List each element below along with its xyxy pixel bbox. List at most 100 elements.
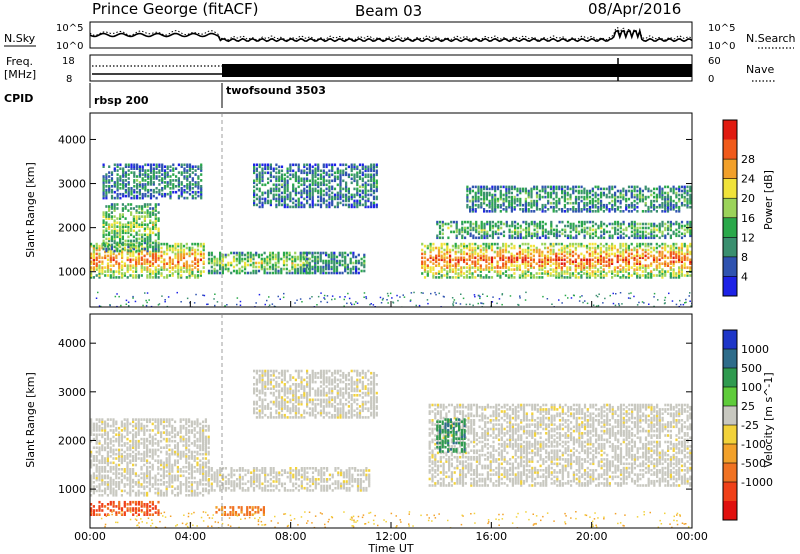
heatmap-cell (314, 163, 317, 167)
heatmap-cell (160, 242, 163, 246)
heatmap-cell (613, 270, 616, 273)
heatmap-cell (238, 255, 241, 259)
heatmap-cell (577, 208, 580, 211)
heatmap-cell (157, 256, 160, 260)
heatmap-cell (608, 210, 611, 213)
heatmap-cell (418, 304, 421, 307)
heatmap-cell (638, 244, 642, 248)
heatmap-cell (490, 268, 494, 271)
heatmap-cell (143, 203, 146, 206)
heatmap-cell (356, 171, 359, 175)
heatmap-cell (375, 183, 378, 187)
heatmap-cell (314, 167, 317, 171)
heatmap-cell (172, 163, 175, 167)
heatmap-cell (347, 191, 350, 195)
heatmap-cell (644, 203, 647, 207)
heatmap-cell (465, 244, 468, 248)
heatmap-cell (110, 203, 113, 206)
heatmap-cell (92, 250, 95, 254)
heatmap-cell (547, 193, 550, 197)
heatmap-cell (494, 201, 497, 205)
heatmap-cell (474, 252, 477, 256)
heatmap-cell (508, 199, 511, 203)
heatmap-cell (311, 205, 314, 209)
heatmap-cell (580, 252, 583, 256)
heatmap-cell (609, 294, 611, 297)
heatmap-cell (121, 237, 124, 241)
heatmap-cell (106, 435, 109, 439)
heatmap-cell (141, 223, 144, 226)
heatmap-cell (188, 274, 191, 277)
heatmap-cell (118, 266, 121, 269)
heatmap-cell (564, 294, 567, 297)
heatmap-cell (330, 271, 333, 275)
heatmap-cell (108, 227, 111, 231)
heatmap-cell (125, 303, 128, 305)
heatmap-cell (541, 242, 544, 246)
heatmap-cell (689, 242, 692, 246)
heatmap-cell (535, 246, 538, 250)
heatmap-cell (451, 244, 454, 248)
heatmap-cell (583, 201, 586, 205)
heatmap-cell (447, 236, 450, 240)
heatmap-cell (527, 268, 530, 271)
heatmap-cell (292, 197, 295, 201)
heatmap-cell (119, 225, 122, 228)
heatmap-cell (135, 249, 138, 253)
heatmap-cell (611, 248, 614, 252)
heatmap-cell (678, 258, 681, 262)
heatmap-cell (494, 205, 497, 209)
heatmap-cell (689, 195, 692, 199)
heatmap-cell (614, 191, 617, 195)
heatmap-cell (90, 452, 93, 456)
heatmap-cell (608, 201, 611, 205)
heatmap-cell (102, 163, 105, 167)
heatmap-cell (669, 220, 672, 224)
heatmap-cell (616, 266, 619, 269)
heatmap-cell (174, 264, 177, 267)
heatmap-cell (297, 199, 300, 203)
heatmap-cell (574, 246, 577, 250)
heatmap-cell (513, 205, 516, 209)
heatmap-cell (345, 185, 348, 189)
heatmap-cell (600, 191, 603, 195)
heatmap-cell (536, 234, 539, 238)
heatmap-cell (574, 274, 577, 277)
heatmap-cell (449, 264, 452, 267)
heatmap-cell (533, 222, 536, 226)
heatmap-cell (328, 189, 331, 193)
heatmap-cell (474, 193, 477, 197)
heatmap-cell (105, 211, 108, 214)
heatmap-cell (303, 189, 306, 193)
heatmap-cell (550, 228, 553, 232)
heatmap-cell (121, 264, 124, 267)
heatmap-cell (516, 226, 519, 230)
heatmap-cell (121, 274, 124, 277)
heatmap-cell (147, 175, 150, 178)
heatmap-cell (558, 234, 561, 238)
heatmap-cell (633, 234, 636, 238)
heatmap-cell (608, 189, 611, 193)
heatmap-cell (622, 232, 625, 236)
heatmap-cell (109, 304, 111, 307)
heatmap-cell (440, 256, 443, 260)
heatmap-cell (644, 195, 647, 199)
heatmap-cell (135, 256, 138, 260)
heatmap-cell (146, 249, 149, 253)
heatmap-cell (444, 222, 447, 226)
heatmap-cell (686, 193, 689, 197)
heatmap-cell (668, 292, 670, 295)
heatmap-cell (174, 266, 177, 269)
heatmap-cell (571, 262, 575, 265)
heatmap-cell (186, 163, 189, 167)
heatmap-cell (591, 201, 594, 205)
heatmap-cell (154, 241, 157, 245)
heatmap-cell (591, 193, 594, 197)
heatmap-cell (90, 424, 93, 428)
heatmap-cell (95, 463, 98, 467)
heatmap-cell (611, 195, 614, 199)
heatmap-cell (563, 191, 566, 195)
heatmap-cell (119, 183, 122, 186)
heatmap-cell (188, 165, 192, 168)
heatmap-cell (597, 210, 600, 213)
